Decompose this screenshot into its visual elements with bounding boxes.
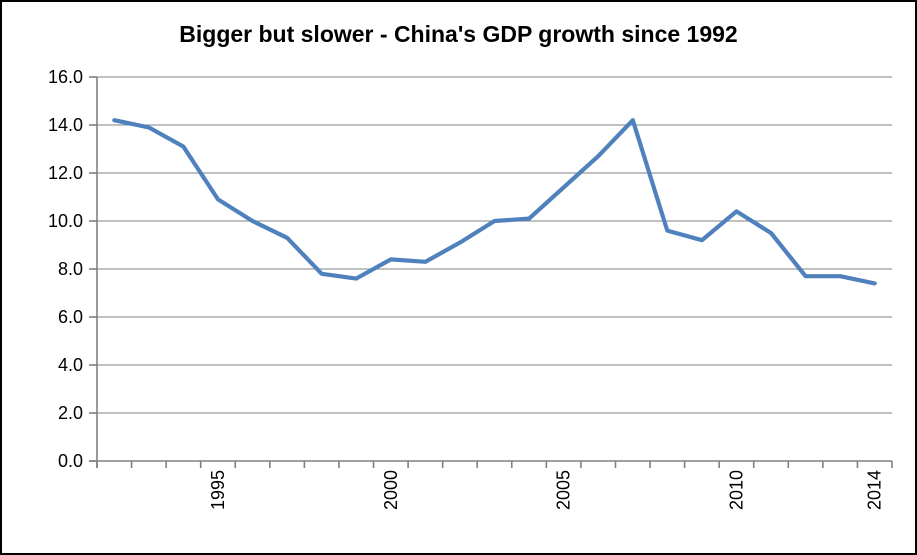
y-axis-label: 6.0	[58, 307, 83, 327]
x-axis-label: 1995	[208, 470, 228, 510]
chart-title: Bigger but slower - China's GDP growth s…	[179, 21, 738, 47]
y-axis-label: 0.0	[58, 451, 83, 471]
y-axis-label: 4.0	[58, 355, 83, 375]
gdp-growth-series-line	[112, 118, 877, 286]
y-axis-label: 8.0	[58, 259, 83, 279]
y-axis-label: 16.0	[48, 67, 83, 87]
y-axis-label: 2.0	[58, 403, 83, 423]
x-axis-label: 2000	[381, 470, 401, 510]
x-axis-label: 2014	[865, 470, 885, 510]
y-axis-label: 10.0	[48, 211, 83, 231]
x-axis-label: 2010	[726, 470, 746, 510]
y-axis-label: 12.0	[48, 163, 83, 183]
y-axis-label: 14.0	[48, 115, 83, 135]
x-axis-label: 2005	[554, 470, 574, 510]
